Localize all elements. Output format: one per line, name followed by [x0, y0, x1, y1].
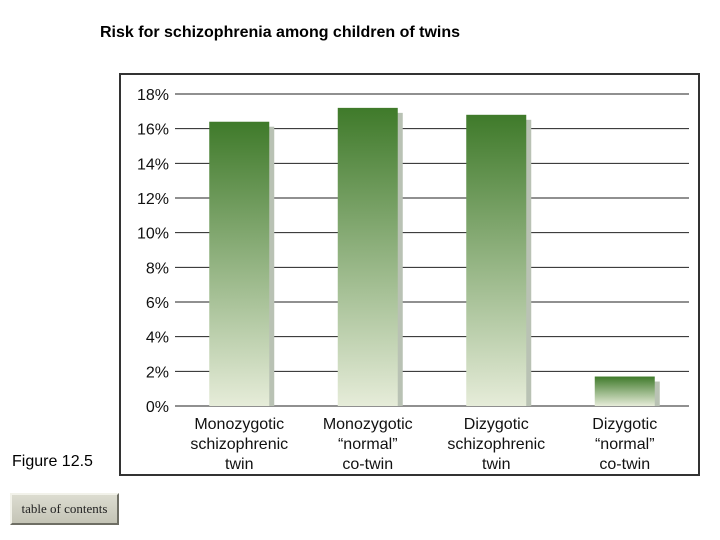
x-tick-label: schizophrenic — [190, 436, 288, 453]
x-tick-label: Monozygotic — [323, 416, 413, 433]
x-tick-label: “normal” — [338, 436, 398, 453]
y-tick-label: 18% — [137, 87, 169, 104]
x-tick-label: twin — [482, 456, 510, 473]
x-tick-label: twin — [225, 456, 253, 473]
x-tick-label: Dizygotic — [464, 416, 529, 433]
y-tick-label: 12% — [137, 191, 169, 208]
x-tick-label: Monozygotic — [194, 416, 284, 433]
chart-title: Risk for schizophrenia among children of… — [100, 24, 461, 41]
x-tick-label: “normal” — [595, 436, 655, 453]
bar-chart: 0% 2% 4% 6% 8% 10% 12% 14% 16% 18% Monozygotic schi… — [137, 87, 689, 473]
y-tick-label: 16% — [137, 122, 169, 139]
y-tick-label: 8% — [146, 260, 169, 277]
y-tick-label: 14% — [137, 156, 169, 173]
bar — [337, 107, 398, 406]
table-of-contents-button[interactable]: table of contents — [10, 493, 119, 525]
y-tick-label: 0% — [146, 399, 169, 416]
x-tick-label: Dizygotic — [592, 416, 657, 433]
x-tick-label: co-twin — [599, 456, 650, 473]
figure-label: Figure 12.5 — [12, 453, 93, 470]
y-tick-label: 6% — [146, 295, 169, 312]
chart-frame: 0% 2% 4% 6% 8% 10% 12% 14% 16% 18% Monozygotic schi… — [119, 73, 700, 476]
y-tick-label: 2% — [146, 364, 169, 381]
bar — [209, 121, 270, 406]
y-tick-label: 10% — [137, 226, 169, 243]
x-tick-label: co-twin — [342, 456, 393, 473]
y-tick-label: 4% — [146, 330, 169, 347]
x-tick-label: schizophrenic — [447, 436, 545, 453]
bar — [594, 376, 655, 406]
bar — [466, 114, 527, 407]
